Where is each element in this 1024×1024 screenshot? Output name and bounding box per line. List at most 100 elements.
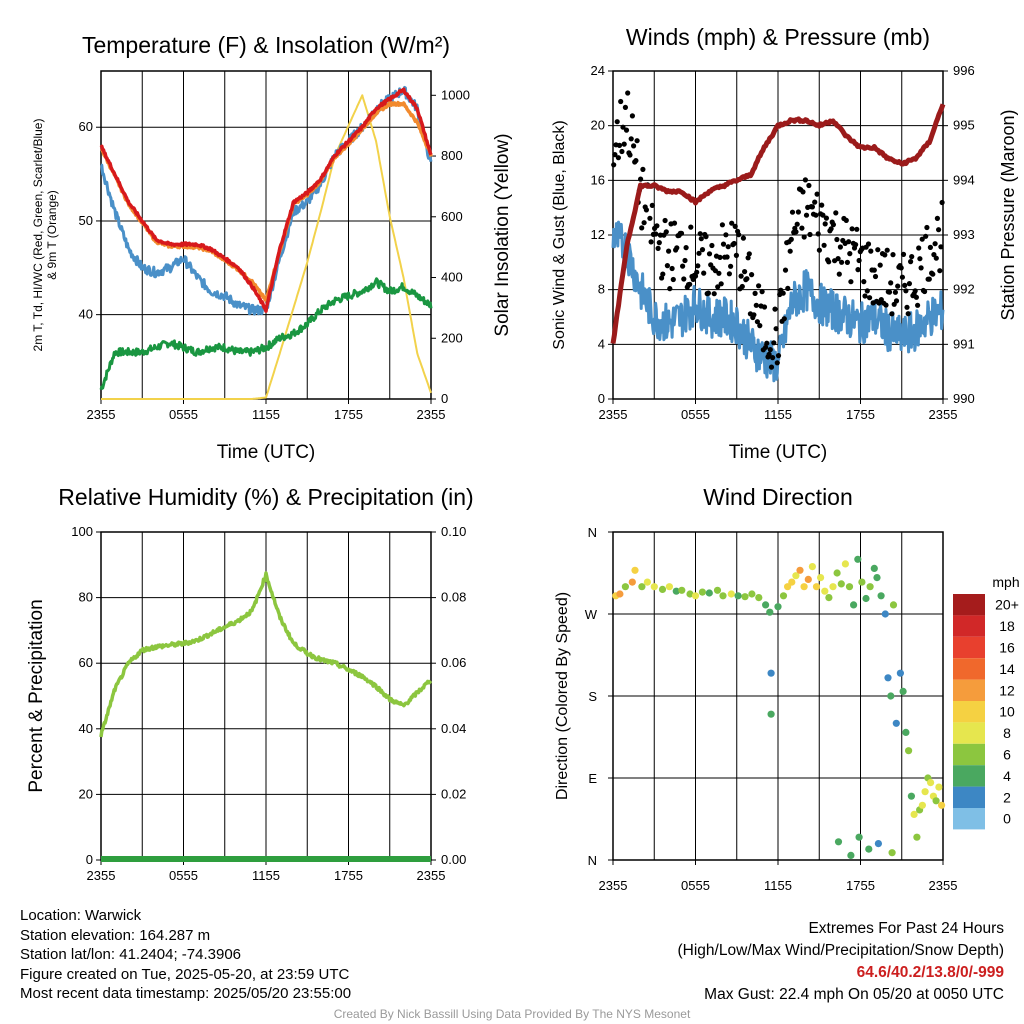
gust-point (903, 288, 909, 294)
direction-point (800, 583, 808, 591)
colorbar-swatch (953, 786, 985, 808)
gust-point (641, 220, 647, 226)
y-tick-label-left: 0 (86, 852, 93, 867)
gust-point (622, 104, 629, 110)
gust-point (618, 98, 624, 105)
extremes-panel: Extremes For Past 24 Hours (High/Low/Max… (678, 918, 1005, 1006)
gust-point (915, 302, 921, 308)
direction-point (658, 585, 667, 594)
x-tick-label: 1155 (252, 407, 280, 422)
gust-point (856, 257, 862, 264)
gust-point (723, 232, 729, 238)
gust-point (926, 276, 932, 282)
gust-point (699, 247, 706, 253)
gust-point (836, 271, 842, 277)
gust-point (884, 247, 890, 253)
extremes-title: Extremes For Past 24 Hours (808, 920, 1004, 937)
direction-point (638, 583, 646, 591)
gust-point (927, 244, 934, 250)
max-gust: Max Gust: 22.4 mph On 05/20 at 0050 UTC (704, 986, 1004, 1003)
gust-point (813, 212, 819, 218)
gust-point (764, 340, 770, 346)
gust-point (908, 259, 914, 265)
direction-point (727, 590, 735, 598)
chart-title-temperature: Temperature (F) & Insolation (W/m²) (82, 32, 450, 58)
direction-point (767, 710, 775, 718)
gust-point (902, 282, 908, 288)
gust-point (754, 319, 761, 325)
gust-point (933, 255, 939, 261)
direction-point (918, 801, 927, 809)
extremes-values: 64.6/40.2/13.8/0/-999 (856, 964, 1004, 981)
gust-point (861, 279, 867, 285)
gust-point (669, 265, 675, 272)
gust-point (745, 255, 751, 261)
gust-point (939, 199, 945, 206)
y-axis-label-left: Percent & Precipitation (26, 599, 47, 792)
gust-point (821, 242, 827, 248)
colorbar-swatch (953, 765, 985, 787)
direction-point (713, 586, 722, 594)
y-tick-label-left: 100 (71, 524, 93, 539)
gust-point (633, 158, 639, 164)
gust-point (663, 229, 669, 235)
figure-created: Figure created on Tue, 2025-05-20, at 23… (20, 965, 350, 983)
x-tick-label: 1755 (334, 407, 363, 422)
gust-point (666, 248, 672, 254)
gust-point (799, 225, 805, 231)
y-tick-label-left: 50 (79, 213, 93, 228)
gust-point (729, 220, 735, 226)
gust-point (752, 290, 758, 296)
gust-point (854, 226, 860, 232)
direction-point (837, 580, 845, 588)
gust-point (912, 288, 918, 294)
gust-point (895, 283, 901, 289)
gust-point (629, 113, 636, 119)
gust-point (886, 289, 893, 295)
gust-point (772, 306, 778, 312)
direction-point (888, 849, 896, 857)
direction-point (938, 801, 946, 809)
gust-point (835, 256, 841, 262)
y-tick-label-right: 400 (441, 270, 463, 285)
gust-point (822, 221, 828, 227)
x-tick-label: 1755 (846, 878, 875, 893)
direction-point (678, 586, 686, 594)
gust-point (653, 231, 659, 237)
gust-point (916, 245, 922, 251)
gust-point (701, 270, 707, 276)
gust-point (853, 242, 859, 248)
gust-point (648, 239, 654, 245)
direction-point (834, 838, 843, 846)
y-tick-label-right: 0.06 (441, 655, 466, 670)
gust-point (794, 221, 800, 227)
t2m-line (99, 87, 433, 313)
gust-point (678, 230, 685, 236)
gust-point (763, 344, 769, 350)
gust-point (611, 162, 617, 168)
direction-point (672, 587, 680, 595)
gust-point (906, 281, 913, 287)
colorbar-label: 4 (1003, 768, 1011, 784)
gust-point (922, 288, 928, 295)
gust-point (833, 210, 839, 216)
y-tick-label-right: 200 (441, 330, 463, 345)
gust-point (882, 252, 888, 258)
direction-point (665, 583, 674, 591)
direction-point (902, 728, 910, 737)
gust-point (806, 182, 812, 189)
direction-point (910, 810, 918, 819)
direction-point (616, 590, 624, 598)
gust-point (623, 127, 630, 133)
gust-point (681, 276, 687, 282)
x-tick-label: 0555 (169, 868, 198, 883)
gust-point (900, 251, 907, 257)
gust-point (619, 148, 625, 155)
gust-point (855, 267, 861, 273)
gust-point (627, 152, 633, 158)
gust-point (893, 298, 900, 304)
direction-point (881, 610, 889, 618)
direction-point (862, 594, 870, 603)
gust-point (674, 245, 680, 251)
